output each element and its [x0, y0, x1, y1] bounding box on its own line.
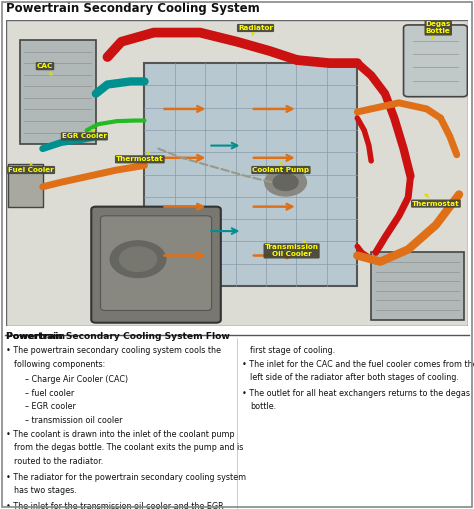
FancyBboxPatch shape: [91, 207, 221, 323]
Text: has two stages.: has two stages.: [14, 486, 77, 495]
Text: • The coolant is drawn into the inlet of the coolant pump: • The coolant is drawn into the inlet of…: [6, 430, 234, 439]
Text: Powertrain Secondary Cooling System: Powertrain Secondary Cooling System: [6, 2, 259, 15]
Text: Powertrain: Powertrain: [6, 332, 68, 341]
Text: • The inlet for the transmission oil cooler and the EGR: • The inlet for the transmission oil coo…: [6, 502, 223, 509]
Text: – fuel cooler: – fuel cooler: [25, 389, 74, 398]
Text: Transmission
Oil Cooler: Transmission Oil Cooler: [264, 241, 319, 258]
Text: following components:: following components:: [14, 359, 106, 369]
Text: first stage of cooling.: first stage of cooling.: [250, 346, 336, 355]
Bar: [19, 40, 96, 144]
Bar: [371, 252, 464, 320]
FancyBboxPatch shape: [403, 25, 467, 97]
Circle shape: [273, 174, 298, 190]
Text: – transmission oil cooler: – transmission oil cooler: [25, 416, 122, 425]
Text: CAC: CAC: [37, 63, 53, 75]
Text: bottle.: bottle.: [250, 403, 276, 411]
Circle shape: [110, 241, 166, 277]
Circle shape: [119, 247, 156, 271]
Text: from the degas bottle. The coolant exits the pump and is: from the degas bottle. The coolant exits…: [14, 443, 244, 453]
Text: routed to the radiator.: routed to the radiator.: [14, 457, 103, 466]
Text: Powertrain Secondary Cooling System Flow: Powertrain Secondary Cooling System Flow: [6, 332, 229, 341]
Text: • The radiator for the powertrain secondary cooling system: • The radiator for the powertrain second…: [6, 472, 246, 482]
Text: Radiator: Radiator: [238, 25, 273, 35]
FancyBboxPatch shape: [100, 216, 211, 310]
Text: Thermostat: Thermostat: [116, 151, 164, 162]
Circle shape: [265, 168, 306, 196]
Text: – EGR cooler: – EGR cooler: [25, 403, 75, 411]
Text: Degas
Bottle: Degas Bottle: [426, 21, 451, 39]
Text: EGR Cooler: EGR Cooler: [62, 129, 107, 139]
Text: Thermostat: Thermostat: [412, 194, 460, 207]
Text: – Charge Air Cooler (CAC): – Charge Air Cooler (CAC): [25, 375, 128, 384]
Text: • The inlet for the CAC and the fuel cooler comes from the: • The inlet for the CAC and the fuel coo…: [242, 359, 474, 369]
Bar: [8, 164, 43, 207]
Bar: [145, 63, 357, 286]
Text: Coolant Pump: Coolant Pump: [252, 162, 310, 173]
Text: • The powertrain secondary cooling system cools the: • The powertrain secondary cooling syste…: [6, 346, 221, 355]
Text: • The outlet for all heat exchangers returns to the degas: • The outlet for all heat exchangers ret…: [242, 389, 470, 398]
Text: Fuel Cooler: Fuel Cooler: [8, 163, 54, 173]
Text: left side of the radiator after both stages of cooling.: left side of the radiator after both sta…: [250, 373, 459, 382]
